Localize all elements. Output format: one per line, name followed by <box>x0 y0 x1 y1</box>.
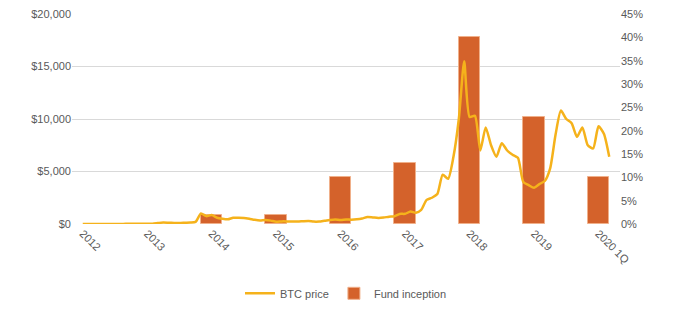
svg-text:10%: 10% <box>621 171 643 183</box>
svg-text:2018: 2018 <box>464 227 490 253</box>
svg-text:$15,000: $15,000 <box>31 60 71 72</box>
svg-text:5%: 5% <box>621 195 637 207</box>
svg-text:BTC price: BTC price <box>280 288 329 300</box>
svg-text:35%: 35% <box>621 55 643 67</box>
svg-text:45%: 45% <box>621 8 643 20</box>
svg-text:25%: 25% <box>621 101 643 113</box>
svg-text:0%: 0% <box>621 218 637 230</box>
svg-text:$5,000: $5,000 <box>37 165 71 177</box>
svg-text:2012: 2012 <box>77 227 103 253</box>
svg-text:30%: 30% <box>621 78 643 90</box>
svg-text:20%: 20% <box>621 125 643 137</box>
svg-text:$10,000: $10,000 <box>31 113 71 125</box>
svg-text:15%: 15% <box>621 148 643 160</box>
svg-text:2020 1Q: 2020 1Q <box>593 227 632 266</box>
svg-text:$20,000: $20,000 <box>31 8 71 20</box>
svg-text:2017: 2017 <box>400 227 426 253</box>
svg-text:Fund inception: Fund inception <box>374 288 446 300</box>
svg-text:40%: 40% <box>621 31 643 43</box>
svg-text:2016: 2016 <box>335 227 361 253</box>
svg-text:2014: 2014 <box>206 227 232 253</box>
svg-text:2019: 2019 <box>529 227 555 253</box>
svg-text:2013: 2013 <box>142 227 168 253</box>
svg-text:2015: 2015 <box>271 227 297 253</box>
svg-text:$0: $0 <box>59 218 71 230</box>
